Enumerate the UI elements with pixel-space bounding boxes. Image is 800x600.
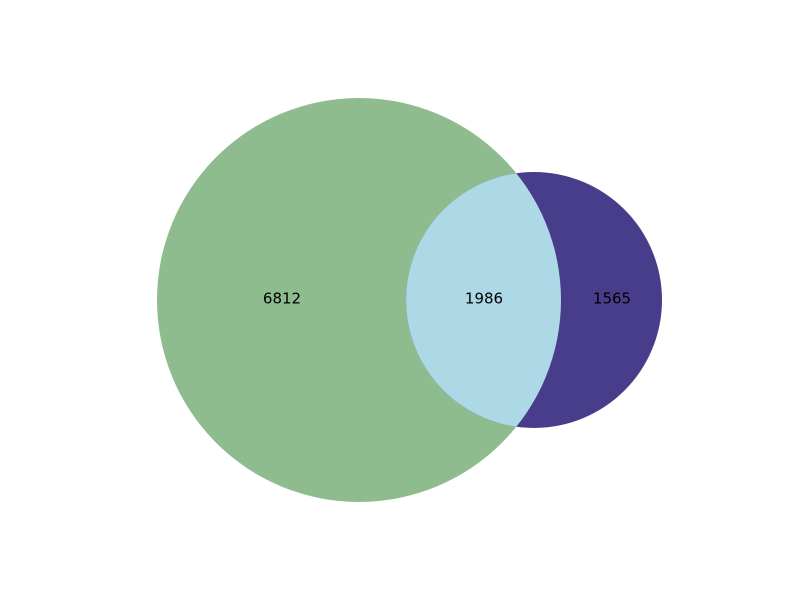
only-b-count: 1565 bbox=[593, 290, 631, 308]
intersection-count: 1986 bbox=[465, 290, 503, 308]
only-a-count: 6812 bbox=[263, 290, 301, 308]
